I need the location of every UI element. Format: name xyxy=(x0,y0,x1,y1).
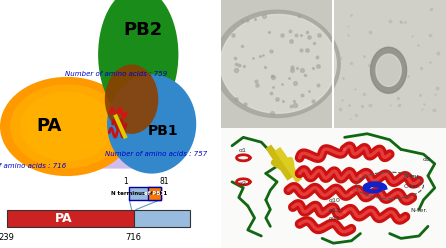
Polygon shape xyxy=(96,69,165,169)
Bar xyxy=(148,187,161,200)
Bar xyxy=(221,0,333,128)
Text: α2: α2 xyxy=(239,182,247,186)
Text: N terminus of PB1: N terminus of PB1 xyxy=(111,191,167,196)
Text: 81: 81 xyxy=(159,177,169,186)
Text: PB1: PB1 xyxy=(148,124,178,138)
Ellipse shape xyxy=(107,74,196,174)
Polygon shape xyxy=(371,47,407,93)
Polygon shape xyxy=(220,15,336,113)
Bar xyxy=(134,210,190,227)
Text: α1: α1 xyxy=(239,148,247,153)
Text: α10: α10 xyxy=(329,198,341,203)
Ellipse shape xyxy=(0,77,134,176)
Text: 716: 716 xyxy=(126,233,142,242)
Text: PA: PA xyxy=(37,118,62,135)
Text: PA: PA xyxy=(55,212,73,225)
Polygon shape xyxy=(112,62,174,149)
Bar xyxy=(7,210,134,227)
Text: Number of amino acids : 757: Number of amino acids : 757 xyxy=(105,151,207,157)
Text: α11: α11 xyxy=(329,216,341,221)
Text: Number of amino acids : 716: Number of amino acids : 716 xyxy=(0,163,67,169)
Text: of PB1: of PB1 xyxy=(144,191,165,196)
Text: 1: 1 xyxy=(124,177,128,186)
Polygon shape xyxy=(376,54,401,86)
Ellipse shape xyxy=(105,64,158,134)
Text: α13: α13 xyxy=(329,208,341,213)
Text: N-ter.: N-ter. xyxy=(403,174,421,179)
Text: C-ter.: C-ter. xyxy=(403,184,420,189)
Text: Number of amino acids : 759: Number of amino acids : 759 xyxy=(65,71,167,77)
Text: PB2: PB2 xyxy=(123,21,162,39)
Text: 239: 239 xyxy=(0,233,15,242)
Ellipse shape xyxy=(20,92,114,161)
Polygon shape xyxy=(214,10,340,118)
Ellipse shape xyxy=(98,0,178,122)
Text: α8: α8 xyxy=(422,157,430,162)
Bar xyxy=(333,0,446,128)
Ellipse shape xyxy=(10,84,124,169)
Bar xyxy=(129,187,161,200)
Text: N-ter.: N-ter. xyxy=(410,208,427,213)
